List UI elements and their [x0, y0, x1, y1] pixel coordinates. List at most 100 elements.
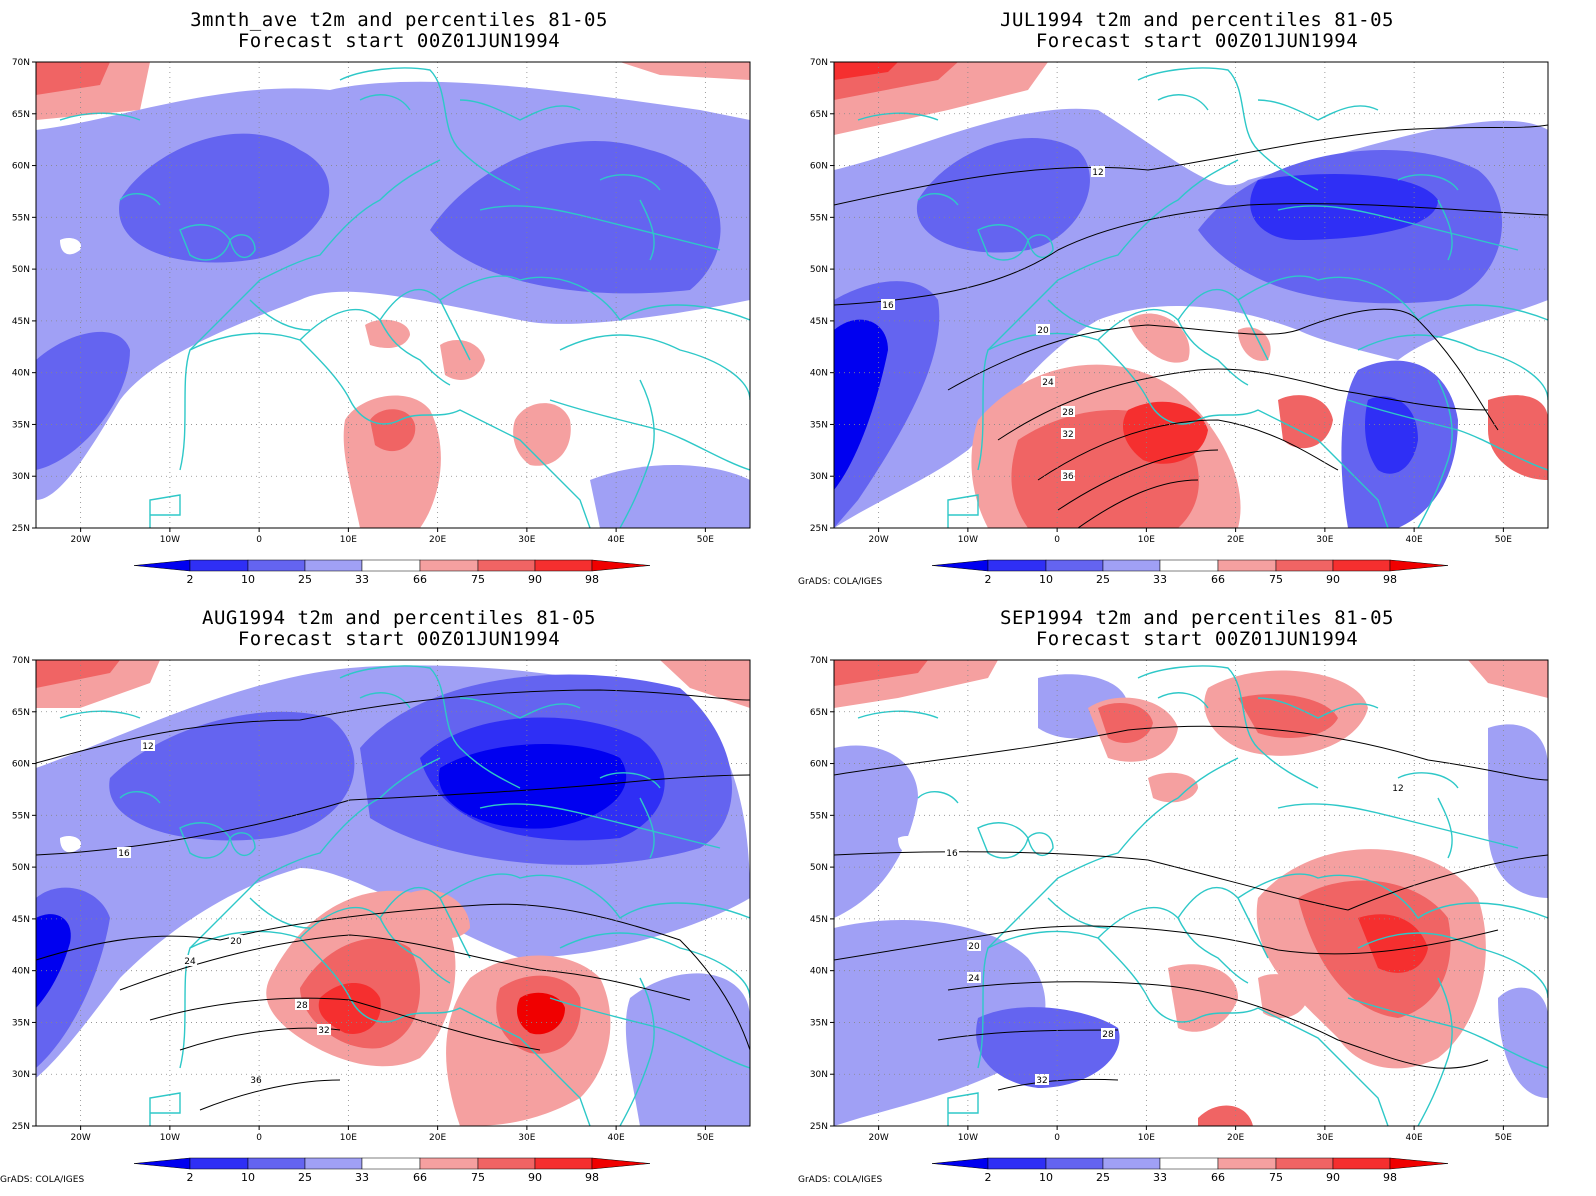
colorbar-label: 25	[1096, 1171, 1110, 1184]
colorbar-label: 2	[187, 1171, 194, 1184]
coastline	[639, 797, 655, 859]
shading-region	[36, 660, 120, 688]
coastline	[1047, 897, 1109, 929]
coastline	[379, 917, 451, 984]
coastline	[459, 99, 581, 121]
colorbar-label: 2	[187, 573, 194, 586]
shading-region	[590, 465, 750, 528]
map-canvas: 1216202428323625N30N35N40N45N50N55N60N65…	[12, 656, 751, 1184]
shading-region	[834, 62, 898, 80]
coastline	[379, 319, 451, 386]
shading-region	[400, 889, 470, 938]
shading-region	[370, 409, 416, 452]
coastline	[1347, 997, 1548, 1069]
colorbar-label: 98	[1383, 1171, 1397, 1184]
lon-tick-label: 40E	[1406, 535, 1423, 545]
panel-title: JUL1994 t2m and percentiles 81-05	[1000, 9, 1394, 31]
lat-tick-label: 70N	[810, 656, 828, 666]
coastline	[947, 1092, 979, 1126]
contour-label: 20	[968, 942, 980, 952]
coastline	[249, 299, 311, 331]
coastline	[1237, 897, 1269, 959]
lat-tick-label: 40N	[810, 369, 828, 379]
lat-tick-label: 55N	[810, 213, 828, 223]
shading-region	[1168, 964, 1238, 1032]
coastline	[619, 379, 655, 528]
panel-title: AUG1994 t2m and percentiles 81-05	[202, 607, 596, 629]
shading-region	[36, 62, 110, 95]
coastline	[1357, 334, 1548, 401]
shading-region	[517, 992, 565, 1035]
lon-tick-label: 20W	[70, 535, 90, 545]
lat-tick-label: 25N	[12, 524, 30, 534]
coastline	[179, 275, 750, 471]
coastline	[299, 339, 591, 528]
colorbar-label: 66	[413, 573, 427, 586]
shading-region	[976, 1007, 1120, 1088]
lat-tick-label: 60N	[12, 162, 30, 172]
contour-line	[1057, 449, 1219, 511]
contour-line	[947, 981, 1489, 1069]
colorbar-label: 66	[1211, 1171, 1225, 1184]
contour-label: 28	[296, 1001, 308, 1011]
lon-tick-label: 30E	[1316, 1133, 1333, 1143]
shading-region	[834, 319, 888, 490]
shading-region	[1468, 660, 1548, 698]
colorbar-label: 10	[241, 1171, 255, 1184]
colorbar-label: 75	[471, 573, 485, 586]
lon-tick-label: 50E	[697, 535, 714, 545]
panel-title: SEP1994 t2m and percentiles 81-05	[1000, 607, 1394, 629]
colorbar-label: 10	[241, 573, 255, 586]
contour-label: 16	[882, 301, 894, 311]
colorbar: 2 10 25 33 66 75 90 98	[931, 1157, 1449, 1184]
coastline	[189, 757, 441, 949]
contour-line	[1077, 479, 1199, 528]
coastline	[229, 832, 256, 857]
panel-title: 3mnth_ave t2m and percentiles 81-05	[190, 9, 608, 31]
contour-line	[834, 124, 1548, 206]
coastline	[229, 234, 256, 259]
shading-region	[620, 62, 750, 80]
coastline	[1277, 803, 1519, 849]
coastline	[1417, 379, 1453, 528]
lat-tick-label: 25N	[12, 1122, 30, 1132]
shading-region	[1358, 914, 1428, 973]
lat-tick-label: 45N	[12, 915, 30, 925]
colorbar: 2 10 25 33 66 75 90 98	[133, 1157, 651, 1184]
shading-region	[1123, 401, 1208, 464]
coastline	[1347, 399, 1548, 471]
lon-tick-label: 40E	[1406, 1133, 1423, 1143]
coastline	[599, 174, 661, 191]
lat-tick-label: 45N	[810, 317, 828, 327]
lon-tick-label: 20W	[868, 535, 888, 545]
coastline	[599, 772, 661, 789]
coastline	[299, 937, 591, 1126]
contour-label: 20	[230, 937, 242, 947]
coastline	[1437, 199, 1453, 261]
lat-tick-label: 40N	[810, 967, 828, 977]
lon-tick-label: 30E	[1316, 535, 1333, 545]
coastline	[1157, 692, 1209, 709]
shading-region	[36, 914, 71, 1008]
shading-region	[109, 711, 355, 841]
colorbar: 2 10 25 33 66 75 90 98	[931, 559, 1449, 586]
contour-line	[834, 925, 1499, 961]
coastline	[1097, 339, 1389, 528]
grads-credit: GrADS: COLA/IGES	[798, 577, 883, 587]
shading-region	[916, 138, 1090, 253]
lon-tick-label: 10E	[1138, 535, 1155, 545]
contour-label: 16	[118, 849, 130, 859]
coastline	[947, 494, 979, 528]
lat-tick-label: 60N	[810, 760, 828, 770]
coastline	[1157, 94, 1209, 111]
lat-tick-label: 25N	[810, 524, 828, 534]
contour-line	[149, 997, 541, 1051]
lon-tick-label: 10W	[160, 1133, 180, 1143]
coastline	[917, 791, 959, 804]
lat-tick-label: 50N	[12, 265, 30, 275]
contour-line	[36, 774, 750, 856]
coastline	[1237, 299, 1269, 361]
coastline	[149, 1092, 181, 1126]
coastline	[639, 199, 655, 261]
coastline	[189, 159, 441, 351]
